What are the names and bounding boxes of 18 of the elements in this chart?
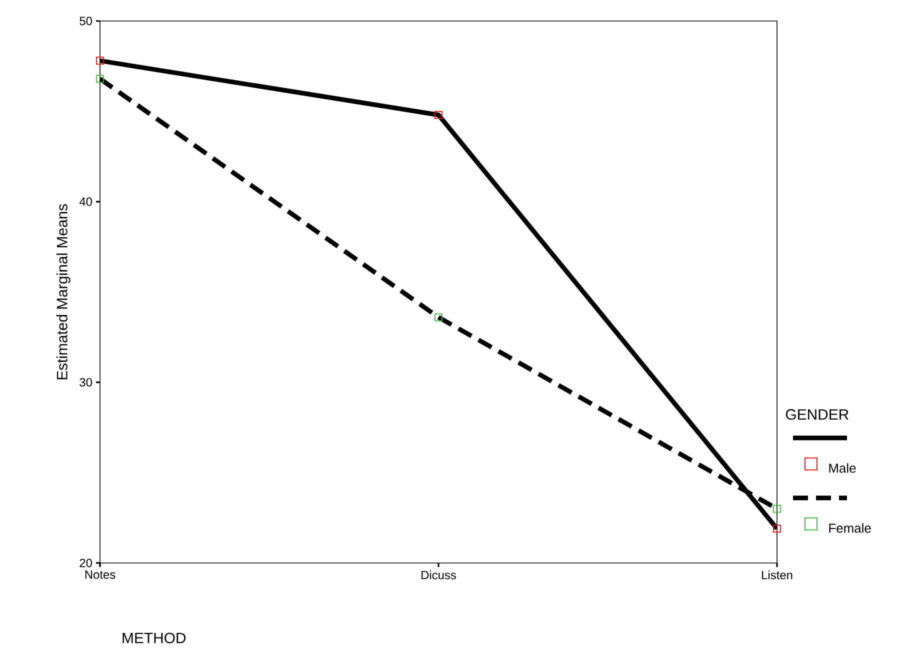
legend-title: GENDER xyxy=(786,409,848,420)
point xyxy=(773,504,781,513)
x-axis-title: METHOD xyxy=(122,632,186,644)
point xyxy=(434,110,442,119)
point xyxy=(96,74,104,83)
x-tick-label: Listen xyxy=(762,570,792,580)
point xyxy=(434,313,442,322)
y-tick-label: 20 xyxy=(80,558,92,568)
x-tick-label: Notes xyxy=(85,570,116,579)
y-tick-label: 40 xyxy=(79,197,92,206)
y-tick-label: 50 xyxy=(80,16,92,26)
legend-label: Male xyxy=(829,463,856,473)
point xyxy=(773,524,781,533)
x-tick-label: Dicuss xyxy=(422,570,456,580)
legend-label: Female xyxy=(829,523,871,533)
point xyxy=(96,56,104,65)
y-axis-title: Estimated Marginal Means xyxy=(56,204,70,380)
y-tick-label: 30 xyxy=(80,378,92,387)
